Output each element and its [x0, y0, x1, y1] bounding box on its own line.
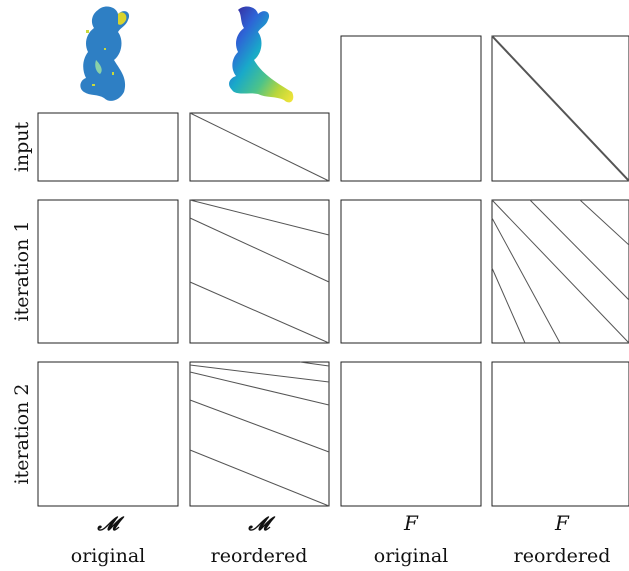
panel-input-m-original — [37, 112, 179, 182]
column-label-reordered-2: reordered — [514, 545, 611, 567]
panel-input-f-reordered — [491, 35, 629, 182]
row-label-iteration-2: iteration 2 — [11, 384, 33, 485]
column-label-reordered-1: reordered — [211, 545, 308, 567]
panel-input-m-reordered — [189, 112, 330, 182]
column-label-original-2: original — [374, 545, 448, 567]
panel-iter2-f-original — [340, 361, 482, 507]
panel-iter2-m-reordered — [189, 361, 330, 507]
panel-iter1-f-original — [340, 199, 482, 344]
row-label-input: input — [11, 121, 33, 172]
column-symbol-m-reordered: 𝓜 — [247, 513, 275, 535]
panel-iter2-m-original — [37, 361, 179, 507]
panel-input-f-original — [340, 35, 482, 182]
column-symbol-m-original: 𝓜 — [96, 513, 124, 535]
shape-thumbnail-original — [80, 6, 130, 101]
column-label-original-1: original — [71, 545, 145, 567]
panel-iter1-f-reordered — [491, 199, 629, 344]
panel-iter1-m-reordered — [189, 199, 330, 344]
column-symbol-f-reordered: F — [554, 511, 570, 535]
column-symbol-f-original: F — [403, 511, 419, 535]
row-label-iteration-1: iteration 1 — [11, 221, 33, 322]
panel-iter2-f-reordered — [491, 361, 629, 507]
panel-iter1-m-original — [37, 199, 179, 344]
shape-thumbnail-reordered — [229, 6, 294, 103]
